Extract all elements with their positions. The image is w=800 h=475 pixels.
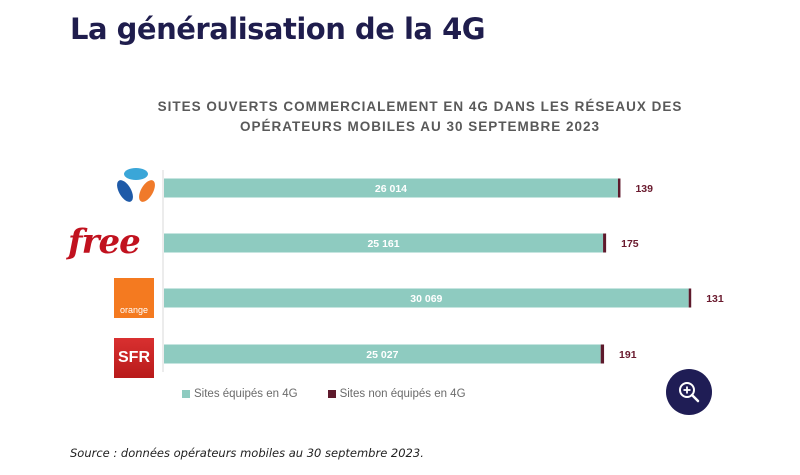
bar-not-equipped-2	[688, 288, 692, 308]
data-label-equipped-3: 25 027	[366, 349, 398, 361]
bar-equipped-1	[164, 233, 604, 253]
orange-logo-icon: orange	[114, 278, 154, 318]
legend-label-not-equipped: Sites non équipés en 4G	[339, 388, 466, 400]
legend-item-equipped: Sites équipés en 4G	[182, 388, 298, 400]
data-label-not-equipped-0: 139	[635, 183, 653, 195]
page-title: La généralisation de la 4G	[70, 12, 486, 46]
legend-swatch-equipped	[182, 390, 190, 398]
legend-label-equipped: Sites équipés en 4G	[194, 388, 298, 400]
data-label-equipped-1: 25 161	[367, 238, 399, 250]
legend-item-not-equipped: Sites non équipés en 4G	[327, 388, 466, 400]
data-label-equipped-0: 26 014	[375, 183, 407, 195]
zoom-in-button[interactable]	[666, 369, 712, 415]
bar-equipped-0	[164, 178, 618, 198]
chart-title-line-2: OPÉRATEURS MOBILES AU 30 SEPTEMBRE 2023	[239, 119, 601, 134]
sfr-logo-icon: SFR	[114, 338, 154, 378]
bar-equipped-3	[164, 344, 601, 364]
legend-swatch-not-equipped	[327, 390, 336, 398]
legend: Sites équipés en 4G Sites non équipés en…	[182, 388, 466, 400]
data-label-not-equipped-2: 131	[706, 293, 724, 305]
chart-title-line-1: SITES OUVERTS COMMERCIALEMENT EN 4G DANS…	[157, 99, 683, 114]
data-label-equipped-2: 30 069	[410, 293, 442, 305]
bar-not-equipped-3	[600, 344, 605, 364]
data-label-not-equipped-3: 191	[619, 349, 637, 361]
data-label-not-equipped-1: 175	[621, 238, 639, 250]
bouygues-logo-icon	[112, 167, 160, 211]
chart-title: SITES OUVERTS COMMERCIALEMENT EN 4G DANS…	[120, 97, 720, 137]
zoom-in-icon	[679, 382, 700, 403]
bar-not-equipped-1	[603, 233, 607, 253]
bar-equipped-2	[164, 288, 689, 308]
bar-not-equipped-0	[617, 178, 621, 198]
source-note: Source : données opérateurs mobiles au 3…	[70, 446, 424, 460]
free-logo-icon: free	[68, 222, 141, 262]
